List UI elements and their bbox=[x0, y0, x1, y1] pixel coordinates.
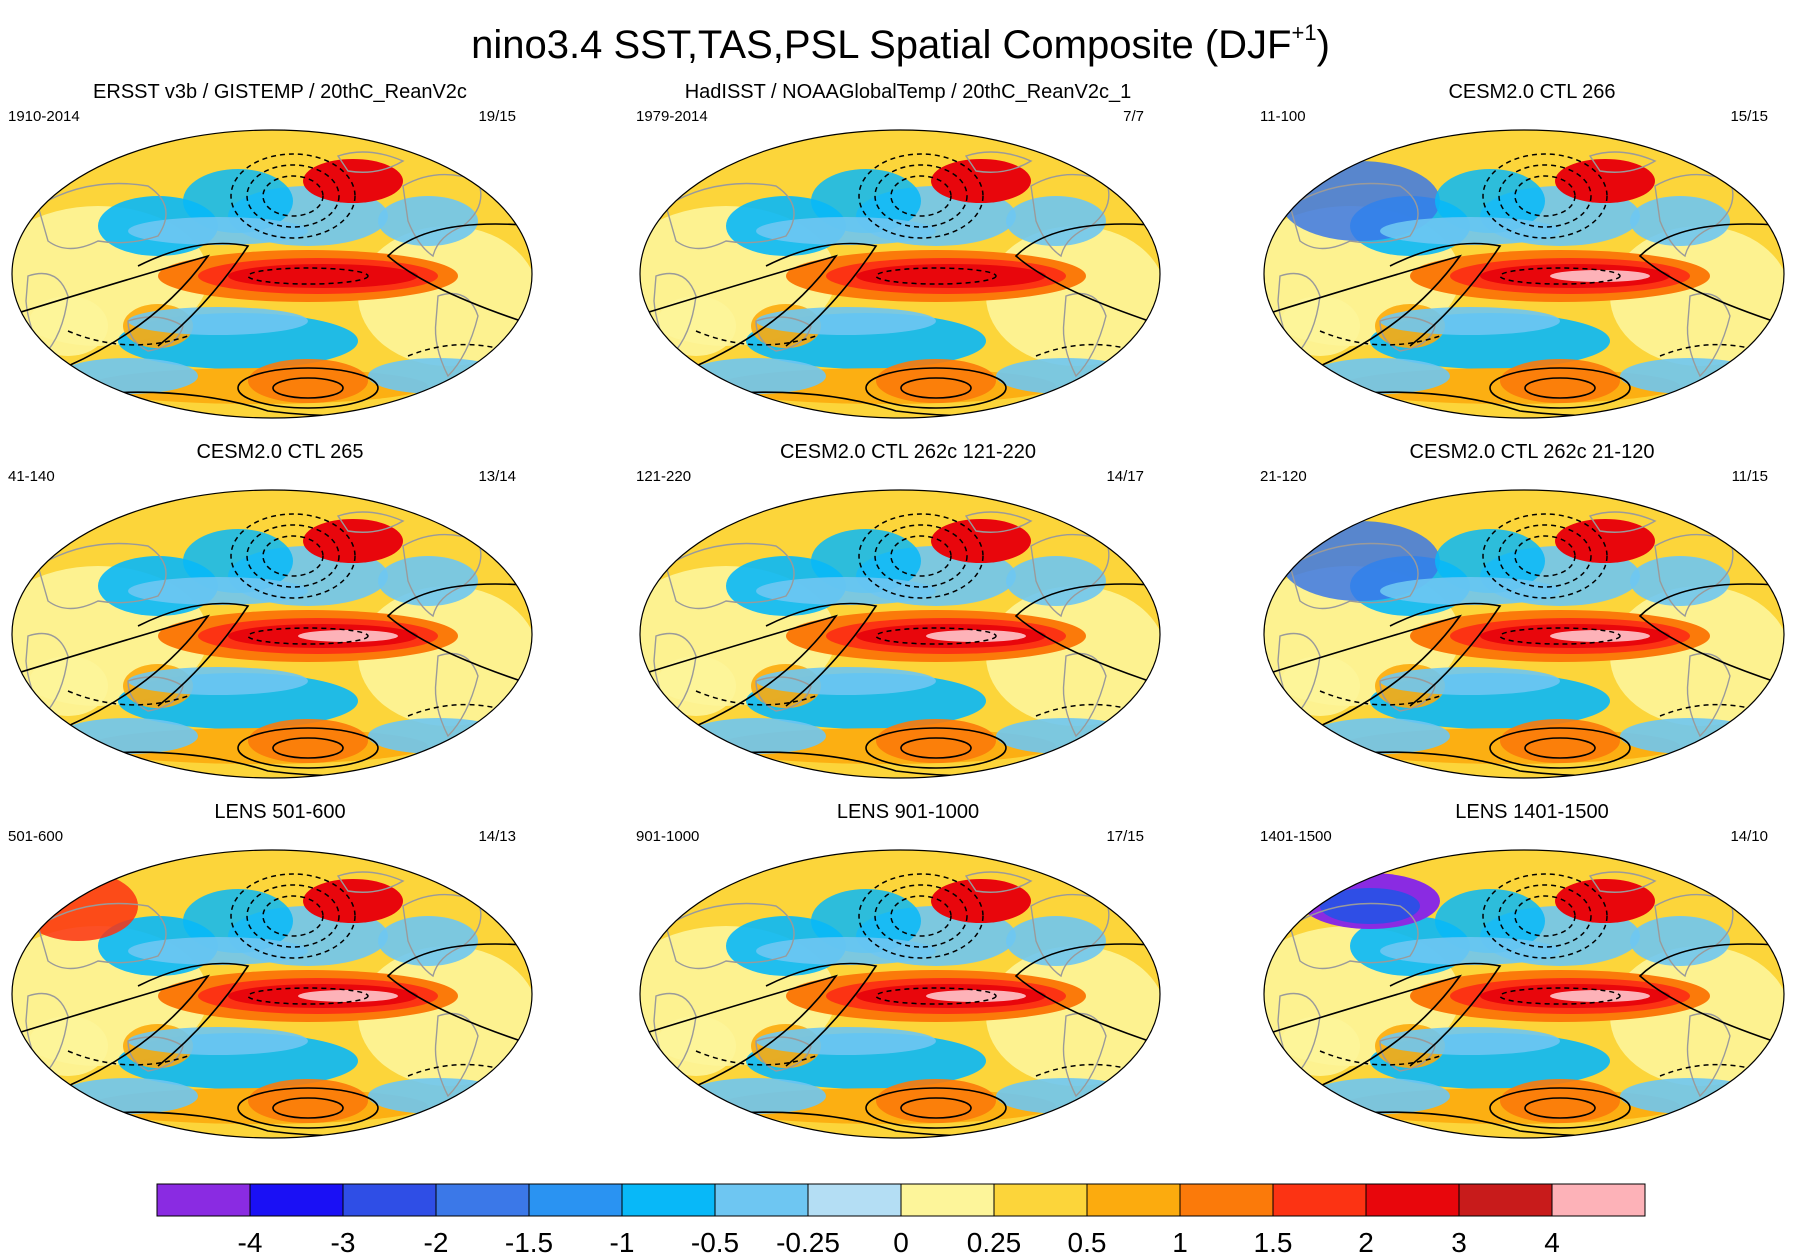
map-panel: CESM2.0 CTL 266 11-100 15/15 bbox=[1252, 80, 1801, 430]
colorbar-swatch bbox=[714, 1183, 809, 1217]
map-panel: CESM2.0 CTL 262c 21-120 21-120 11/15 bbox=[1252, 440, 1801, 790]
panel-event-count: 7/7 bbox=[1123, 108, 1144, 125]
colorbar-tick-label: 0 bbox=[893, 1227, 909, 1254]
panel-title: LENS 501-600 bbox=[214, 801, 346, 823]
colorbar-tick-label: 1 bbox=[1172, 1227, 1188, 1254]
colorbar-tick-label: -0.25 bbox=[776, 1227, 840, 1254]
colorbar-swatch bbox=[1086, 1183, 1181, 1217]
panel-title: CESM2.0 CTL 262c 121-220 bbox=[779, 441, 1037, 463]
colorbar-swatch bbox=[993, 1183, 1088, 1217]
colorbar-swatch bbox=[1551, 1183, 1646, 1217]
colorbar-swatch bbox=[435, 1183, 530, 1217]
panel-event-count: 15/15 bbox=[1730, 108, 1768, 125]
panel-years: 901-1000 bbox=[636, 828, 700, 845]
panel-event-count: 14/13 bbox=[478, 828, 516, 845]
colorbar-tick-label: 0.25 bbox=[967, 1227, 1022, 1254]
panel-years: 501-600 bbox=[8, 828, 64, 845]
colorbar-swatch bbox=[1272, 1183, 1367, 1217]
panel-event-count: 17/15 bbox=[1106, 828, 1144, 845]
colorbar-tick-label: -2 bbox=[424, 1227, 449, 1254]
panel-years: 1910-2014 bbox=[8, 108, 80, 125]
colorbar-tick-label: -4 bbox=[238, 1227, 263, 1254]
panel-title: CESM2.0 CTL 266 bbox=[1448, 81, 1616, 103]
colorbar-swatch bbox=[249, 1183, 344, 1217]
anomaly-map bbox=[639, 849, 1161, 1139]
anomaly-map bbox=[11, 129, 533, 419]
map-panel: CESM2.0 CTL 262c 121-220 121-220 14/17 bbox=[628, 440, 1188, 790]
map-panel: LENS 501-600 501-600 14/13 bbox=[0, 800, 560, 1150]
panel-event-count: 13/14 bbox=[478, 468, 516, 485]
panel-years: 1979-2014 bbox=[636, 108, 708, 125]
map-panel: LENS 901-1000 901-1000 17/15 bbox=[628, 800, 1188, 1150]
figure-title: nino3.4 SST,TAS,PSL Spatial Composite (D… bbox=[471, 20, 1330, 67]
anomaly-map bbox=[1263, 129, 1785, 419]
panel-event-count: 11/15 bbox=[1731, 468, 1768, 485]
panel-years: 21-120 bbox=[1260, 468, 1307, 485]
panel-title: LENS 1401-1500 bbox=[1455, 801, 1609, 823]
colorbar-tick-label: -3 bbox=[331, 1227, 356, 1254]
panel-title: CESM2.0 CTL 265 bbox=[196, 441, 364, 463]
panel-title: HadISST / NOAAGlobalTemp / 20thC_ReanV2c… bbox=[684, 81, 1132, 103]
colorbar-swatch bbox=[1179, 1183, 1274, 1217]
colorbar-swatch bbox=[1458, 1183, 1553, 1217]
anomaly-map bbox=[639, 129, 1161, 419]
colorbar-swatch bbox=[1365, 1183, 1460, 1217]
colorbar-tick-label: -1 bbox=[610, 1227, 635, 1254]
colorbar-swatch bbox=[528, 1183, 623, 1217]
colorbar: -4 -3 -2 -1.5 -1 -0.5 -0.25 0 0.25 0.5 1 1.5 2 3 4 bbox=[156, 1183, 1646, 1254]
anomaly-map bbox=[11, 489, 533, 779]
colorbar-tick-label: 2 bbox=[1358, 1227, 1374, 1254]
map-panel: HadISST / NOAAGlobalTemp / 20thC_ReanV2c… bbox=[628, 80, 1188, 430]
colorbar-tick-label: 0.5 bbox=[1068, 1227, 1107, 1254]
panel-title: LENS 901-1000 bbox=[836, 801, 980, 823]
anomaly-map bbox=[11, 849, 533, 1139]
colorbar-swatch bbox=[807, 1183, 902, 1217]
colorbar-tick-label: 1.5 bbox=[1254, 1227, 1293, 1254]
colorbar-swatch bbox=[900, 1183, 995, 1217]
colorbar-tick-label: -0.5 bbox=[691, 1227, 739, 1254]
panel-event-count: 14/10 bbox=[1730, 828, 1768, 845]
panel-event-count: 14/17 bbox=[1106, 468, 1144, 485]
anomaly-map bbox=[1263, 489, 1785, 779]
colorbar-swatch bbox=[621, 1183, 716, 1217]
panel-title: ERSST v3b / GISTEMP / 20thC_ReanV2c bbox=[93, 81, 467, 103]
colorbar-swatch bbox=[342, 1183, 437, 1217]
colorbar-tick-label: -1.5 bbox=[505, 1227, 553, 1254]
map-panel: LENS 1401-1500 1401-1500 14/10 bbox=[1252, 800, 1801, 1150]
panel-years: 41-140 bbox=[8, 468, 55, 485]
panel-years: 11-100 bbox=[1260, 108, 1306, 125]
colorbar-tick-label: 4 bbox=[1544, 1227, 1560, 1254]
anomaly-map bbox=[1263, 849, 1785, 1139]
map-panel: ERSST v3b / GISTEMP / 20thC_ReanV2c 1910-… bbox=[0, 80, 560, 430]
colorbar-tick-label: 3 bbox=[1451, 1227, 1467, 1254]
colorbar-swatch bbox=[156, 1183, 251, 1217]
panel-title: CESM2.0 CTL 262c 21-120 bbox=[1409, 441, 1655, 463]
panel-event-count: 19/15 bbox=[478, 108, 516, 125]
anomaly-map bbox=[639, 489, 1161, 779]
panel-years: 1401-1500 bbox=[1260, 828, 1332, 845]
panel-years: 121-220 bbox=[636, 468, 692, 485]
map-panel: CESM2.0 CTL 265 41-140 13/14 bbox=[0, 440, 560, 790]
